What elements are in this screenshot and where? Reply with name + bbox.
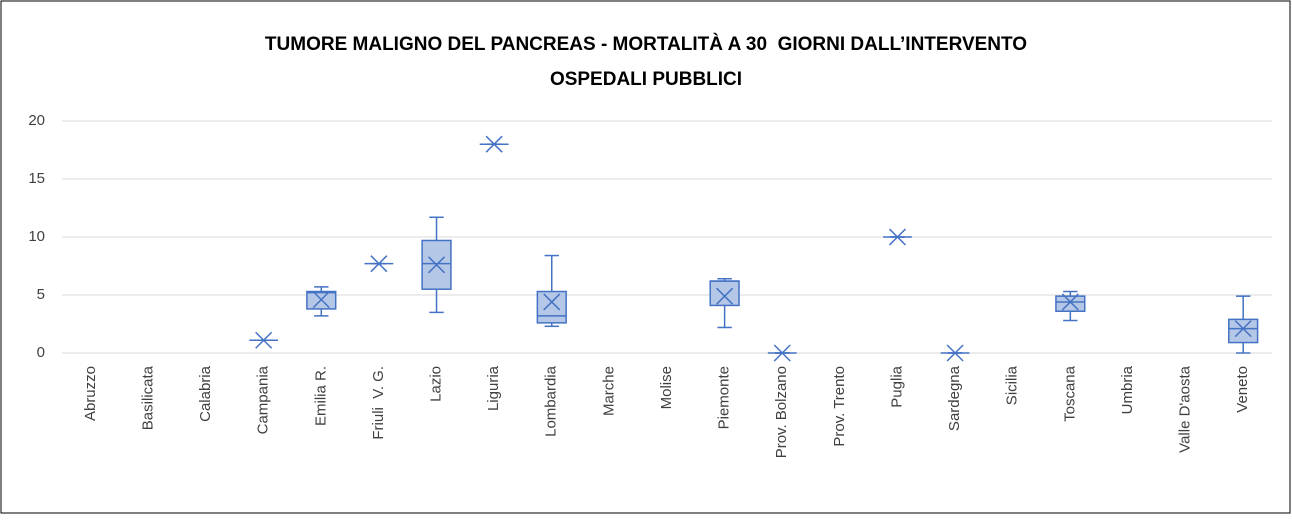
mean-marker: [946, 344, 964, 362]
x-tick-label: Lazio: [427, 366, 444, 402]
mean-marker: [370, 255, 388, 273]
x-tick-label: Abruzzo: [82, 366, 99, 421]
box: [1228, 318, 1259, 344]
x-tick-label: Valle D'aosta: [1177, 365, 1194, 452]
x-tick-label: Toscana: [1061, 365, 1078, 422]
x-tick-label: Sicilia: [1004, 365, 1021, 405]
mean-marker: [427, 256, 446, 274]
mean-marker: [716, 287, 734, 305]
mean-marker: [1234, 320, 1252, 338]
x-tick-label: Emilia R.: [312, 366, 329, 426]
x-tick-label: Marche: [600, 366, 617, 416]
x-tick-label: Campania: [255, 365, 272, 434]
mean-marker: [312, 291, 330, 309]
mean-marker: [773, 344, 791, 362]
x-tick-label: Umbria: [1119, 365, 1136, 414]
box: [1055, 295, 1086, 312]
box: [536, 290, 567, 324]
mean-marker: [255, 331, 273, 349]
x-tick-label: Calabria: [197, 365, 214, 422]
x-tick-label: Friuli V. G.: [370, 366, 387, 440]
x-tick-label: Lombardia: [543, 365, 560, 437]
y-tick-label: 20: [28, 112, 45, 129]
y-tick-label: 0: [37, 344, 45, 361]
x-tick-label: Liguria: [485, 365, 502, 411]
mean-marker: [485, 135, 503, 153]
box: [709, 280, 740, 307]
y-tick-label: 15: [28, 170, 45, 187]
mean-marker: [543, 293, 561, 311]
y-tick-label: 5: [37, 286, 45, 303]
x-tick-label: Sardegna: [946, 365, 963, 431]
y-tick-label: 10: [28, 228, 45, 245]
x-tick-label: Prov. Trento: [831, 366, 848, 447]
x-tick-label: Basilicata: [139, 365, 156, 430]
x-tick-label: Puglia: [888, 365, 905, 407]
x-tick-label: Veneto: [1234, 366, 1251, 413]
mean-marker: [1061, 293, 1079, 311]
x-tick-label: Prov. Bolzano: [773, 366, 790, 458]
mean-marker: [888, 228, 907, 246]
chart-title: TUMORE MALIGNO DEL PANCREAS - MORTALITÀ …: [265, 33, 1027, 55]
x-tick-label: Molise: [658, 366, 675, 409]
x-tick-label: Piemonte: [716, 366, 733, 429]
chart-subtitle: OSPEDALI PUBBLICI: [550, 69, 742, 90]
